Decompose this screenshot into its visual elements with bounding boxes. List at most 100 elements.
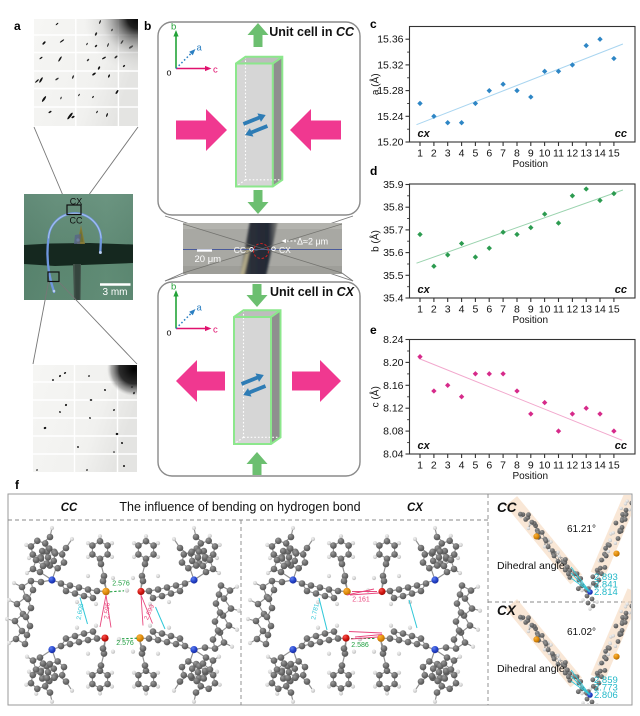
svg-text:8: 8	[514, 304, 520, 316]
svg-text:13: 13	[580, 460, 592, 472]
svg-text:15.36: 15.36	[377, 34, 403, 46]
svg-text:8: 8	[514, 460, 520, 472]
svg-text:2.814: 2.814	[594, 587, 618, 598]
svg-text:o: o	[167, 68, 172, 78]
svg-text:CX: CX	[497, 603, 517, 618]
svg-text:35.8: 35.8	[383, 202, 404, 214]
svg-text:Δ≈2 μm: Δ≈2 μm	[297, 237, 328, 247]
svg-text:d: d	[370, 164, 377, 178]
svg-text:Position: Position	[512, 315, 548, 326]
svg-text:cx: cx	[418, 128, 431, 140]
svg-text:cc: cc	[615, 440, 627, 452]
svg-text:1: 1	[417, 460, 423, 472]
svg-text:Dihedral angle: Dihedral angle	[497, 663, 565, 675]
svg-text:b: b	[171, 282, 176, 293]
svg-text:10: 10	[539, 148, 551, 160]
svg-text:6: 6	[486, 148, 492, 160]
svg-text:Position: Position	[512, 159, 548, 170]
svg-text:8.04: 8.04	[383, 449, 404, 461]
svg-text:cx: cx	[418, 284, 431, 296]
svg-text:61.21°: 61.21°	[567, 524, 596, 535]
svg-text:c (Å): c (Å)	[369, 386, 382, 407]
svg-text:8.16: 8.16	[383, 380, 404, 392]
svg-text:4: 4	[459, 460, 465, 472]
svg-text:5: 5	[472, 460, 478, 472]
svg-text:cx: cx	[418, 440, 431, 452]
svg-text:35.4: 35.4	[383, 293, 404, 305]
svg-text:35.7: 35.7	[383, 224, 404, 236]
svg-text:5: 5	[472, 304, 478, 316]
svg-text:15: 15	[608, 148, 620, 160]
svg-text:CX: CX	[70, 197, 83, 207]
svg-text:14: 14	[594, 304, 606, 316]
svg-text:15: 15	[608, 460, 620, 472]
svg-text:11: 11	[553, 460, 564, 472]
svg-text:3: 3	[445, 148, 451, 160]
svg-text:9: 9	[528, 148, 534, 160]
svg-text:12: 12	[567, 304, 579, 316]
svg-text:7: 7	[500, 460, 506, 472]
svg-text:2: 2	[431, 460, 437, 472]
svg-text:7: 7	[500, 148, 506, 160]
svg-text:2.596: 2.596	[103, 602, 111, 619]
svg-text:a: a	[197, 43, 203, 54]
svg-text:9: 9	[528, 304, 534, 316]
svg-text:14: 14	[594, 148, 606, 160]
svg-text:4: 4	[459, 148, 465, 160]
svg-text:cc: cc	[615, 284, 627, 296]
svg-text:Dihedral angle: Dihedral angle	[497, 560, 565, 572]
svg-text:8.24: 8.24	[383, 334, 404, 346]
svg-text:CC: CC	[61, 502, 78, 514]
svg-text:a (Å): a (Å)	[369, 73, 382, 95]
svg-text:10: 10	[539, 304, 551, 316]
svg-text:2.576: 2.576	[116, 640, 134, 647]
svg-text:b (Å): b (Å)	[369, 230, 382, 252]
svg-text:2.806: 2.806	[594, 690, 618, 701]
svg-text:3: 3	[445, 460, 451, 472]
svg-text:Unit cell in CX: Unit cell in CX	[270, 285, 355, 299]
svg-text:2.586: 2.586	[351, 642, 369, 649]
svg-text:15.32: 15.32	[377, 59, 403, 71]
svg-text:The influence of bending on hy: The influence of bending on hydrogen bon…	[119, 500, 360, 514]
svg-text:CX: CX	[279, 245, 291, 255]
svg-text:8.20: 8.20	[383, 357, 404, 369]
svg-text:cc: cc	[615, 128, 627, 140]
svg-text:8: 8	[514, 148, 520, 160]
svg-text:12: 12	[567, 148, 579, 160]
svg-text:13: 13	[580, 304, 592, 316]
svg-text:c: c	[213, 65, 218, 76]
svg-text:11: 11	[553, 304, 564, 316]
svg-text:Unit cell in CC: Unit cell in CC	[269, 25, 355, 39]
svg-text:b: b	[144, 19, 151, 33]
svg-text:35.9: 35.9	[383, 179, 404, 191]
svg-text:1: 1	[417, 148, 423, 160]
svg-text:10: 10	[539, 460, 551, 472]
svg-text:8.12: 8.12	[383, 403, 404, 415]
svg-text:20 μm: 20 μm	[195, 254, 222, 265]
svg-text:6: 6	[486, 304, 492, 316]
svg-text:CC: CC	[234, 245, 246, 255]
svg-text:2: 2	[431, 148, 437, 160]
svg-text:b: b	[171, 22, 176, 33]
svg-text:e: e	[370, 323, 377, 337]
svg-text:6: 6	[486, 460, 492, 472]
svg-text:14: 14	[594, 460, 606, 472]
svg-text:3: 3	[445, 304, 451, 316]
svg-text:5: 5	[472, 148, 478, 160]
svg-text:o: o	[167, 328, 172, 338]
svg-text:11: 11	[553, 148, 564, 160]
svg-text:2: 2	[431, 304, 437, 316]
svg-text:Position: Position	[512, 471, 548, 482]
svg-text:15.24: 15.24	[377, 111, 403, 123]
svg-text:15: 15	[608, 304, 620, 316]
svg-text:1: 1	[417, 304, 423, 316]
svg-text:8.08: 8.08	[383, 426, 404, 438]
svg-text:7: 7	[500, 304, 506, 316]
svg-text:12: 12	[567, 460, 579, 472]
svg-text:15.20: 15.20	[377, 137, 403, 149]
svg-text:9: 9	[528, 460, 534, 472]
svg-text:35.6: 35.6	[383, 247, 404, 259]
svg-text:3 mm: 3 mm	[103, 287, 128, 298]
svg-text:61.02°: 61.02°	[567, 627, 596, 638]
svg-text:CX: CX	[407, 502, 424, 514]
